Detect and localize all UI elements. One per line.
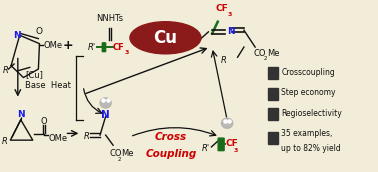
Text: Coupling: Coupling — [146, 149, 197, 159]
Ellipse shape — [222, 118, 233, 128]
Text: N: N — [101, 110, 110, 120]
Text: N: N — [17, 110, 25, 119]
FancyBboxPatch shape — [102, 43, 105, 52]
Text: CF: CF — [225, 139, 238, 148]
Text: Crosscoupling: Crosscoupling — [281, 68, 335, 77]
Bar — [268, 67, 277, 79]
Text: R: R — [3, 66, 9, 75]
Bar — [268, 88, 277, 100]
Text: OMe: OMe — [43, 41, 62, 50]
Bar — [268, 108, 277, 120]
Text: R: R — [220, 56, 226, 65]
Text: CO: CO — [109, 149, 122, 158]
Ellipse shape — [100, 98, 111, 108]
Circle shape — [130, 22, 201, 54]
Text: Cu: Cu — [153, 29, 177, 47]
Text: 3: 3 — [124, 50, 129, 55]
Text: O: O — [36, 27, 43, 36]
Text: N: N — [227, 27, 235, 36]
Text: Regioselectivity: Regioselectivity — [281, 109, 342, 118]
Bar — [268, 132, 277, 144]
Text: CO: CO — [253, 49, 266, 58]
FancyBboxPatch shape — [218, 138, 224, 151]
Text: OMe: OMe — [48, 134, 68, 143]
Text: Me: Me — [267, 49, 279, 58]
Text: NNHTs: NNHTs — [96, 14, 123, 23]
Text: R': R' — [87, 43, 96, 52]
Text: Base  Heat: Base Heat — [25, 82, 71, 90]
Text: [Cu]: [Cu] — [25, 70, 43, 79]
Text: up to 82% yield: up to 82% yield — [281, 144, 341, 153]
Text: R': R' — [202, 144, 210, 153]
Text: R: R — [84, 132, 90, 141]
Text: 35 examples,: 35 examples, — [281, 129, 333, 138]
Text: 3: 3 — [234, 148, 238, 153]
Text: Step economy: Step economy — [281, 88, 336, 97]
Text: +: + — [63, 39, 74, 52]
Text: 2: 2 — [118, 157, 121, 162]
Text: R': R' — [191, 36, 199, 45]
Text: Me: Me — [121, 149, 133, 158]
Text: Cross: Cross — [155, 132, 187, 142]
Text: CF: CF — [216, 4, 229, 13]
Text: 2: 2 — [264, 56, 267, 61]
Text: N: N — [13, 31, 21, 40]
Text: CF: CF — [113, 43, 125, 52]
Text: R: R — [2, 137, 8, 146]
Text: 3: 3 — [227, 12, 231, 17]
Text: O: O — [41, 117, 47, 126]
